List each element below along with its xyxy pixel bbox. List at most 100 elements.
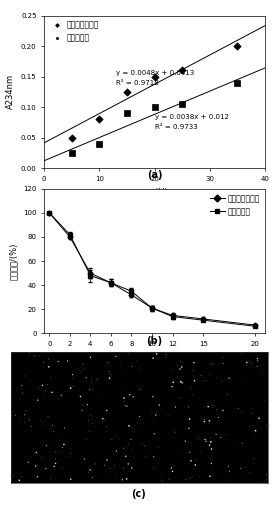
Point bbox=[116, 391, 121, 399]
Point bbox=[13, 393, 17, 402]
Point bbox=[78, 397, 83, 405]
Point bbox=[105, 358, 110, 367]
Point bbox=[126, 460, 131, 468]
Point bbox=[84, 373, 88, 382]
Point bbox=[248, 468, 252, 477]
Point bbox=[154, 408, 158, 416]
Point bbox=[200, 466, 204, 474]
Point bbox=[51, 427, 56, 435]
Point bbox=[132, 427, 136, 435]
Point bbox=[178, 393, 182, 402]
Point bbox=[179, 357, 183, 366]
Point bbox=[70, 148, 74, 157]
Point bbox=[236, 361, 240, 370]
Point bbox=[199, 371, 203, 379]
Point bbox=[173, 429, 178, 437]
Point bbox=[37, 384, 42, 392]
Point bbox=[78, 368, 83, 376]
Point bbox=[120, 382, 124, 390]
Point bbox=[125, 402, 129, 410]
Point bbox=[82, 455, 87, 463]
Point bbox=[152, 72, 157, 81]
Point bbox=[109, 371, 113, 379]
Point bbox=[242, 416, 246, 424]
Point bbox=[252, 454, 256, 463]
Point bbox=[227, 468, 231, 476]
Point bbox=[185, 400, 189, 408]
Point bbox=[53, 448, 58, 456]
Point bbox=[86, 416, 91, 424]
Point bbox=[113, 461, 117, 469]
Point bbox=[17, 476, 22, 484]
Point bbox=[160, 477, 164, 485]
Point bbox=[124, 475, 129, 483]
Point bbox=[172, 427, 177, 435]
Point bbox=[226, 462, 230, 470]
Point bbox=[261, 479, 265, 487]
Point bbox=[12, 478, 16, 486]
Point bbox=[180, 66, 184, 74]
Point bbox=[102, 461, 107, 469]
Point bbox=[53, 455, 58, 463]
Point bbox=[235, 376, 239, 385]
Point bbox=[49, 367, 54, 375]
Text: (a): (a) bbox=[147, 171, 162, 180]
Point bbox=[202, 418, 207, 426]
Point bbox=[255, 447, 259, 455]
Point bbox=[263, 479, 267, 488]
Point bbox=[35, 473, 39, 481]
Point bbox=[97, 115, 102, 124]
Point bbox=[200, 377, 205, 386]
Point bbox=[177, 377, 182, 385]
Y-axis label: 相对活力/(%): 相对活力/(%) bbox=[9, 242, 17, 280]
Point bbox=[209, 445, 214, 453]
Point bbox=[22, 418, 26, 426]
Point bbox=[87, 386, 92, 394]
Point bbox=[90, 419, 95, 428]
Point bbox=[170, 467, 175, 476]
Point bbox=[121, 402, 126, 410]
Point bbox=[62, 387, 67, 396]
Point bbox=[107, 367, 112, 375]
Point bbox=[16, 442, 21, 450]
Point bbox=[124, 452, 128, 461]
Point bbox=[61, 465, 65, 473]
Point bbox=[172, 462, 176, 470]
Point bbox=[23, 372, 28, 380]
Point bbox=[209, 360, 214, 369]
Point bbox=[221, 360, 225, 368]
Point bbox=[85, 401, 90, 409]
Point bbox=[238, 464, 243, 473]
Point bbox=[153, 411, 158, 419]
Point bbox=[210, 401, 214, 409]
Point bbox=[189, 442, 193, 450]
Point bbox=[12, 472, 16, 480]
Point bbox=[180, 406, 184, 415]
Point bbox=[23, 406, 28, 414]
Point bbox=[53, 459, 58, 467]
Point bbox=[65, 452, 69, 461]
Point bbox=[119, 359, 123, 367]
Point bbox=[46, 381, 50, 389]
Point bbox=[191, 391, 195, 399]
Point bbox=[82, 365, 86, 373]
Point bbox=[152, 103, 157, 111]
Point bbox=[180, 100, 184, 108]
Point bbox=[192, 376, 197, 385]
Point bbox=[19, 473, 23, 481]
Point bbox=[265, 421, 270, 430]
Point bbox=[50, 388, 54, 397]
Point bbox=[249, 409, 254, 417]
Point bbox=[176, 373, 180, 381]
Text: (b): (b) bbox=[147, 336, 163, 346]
Point bbox=[90, 473, 94, 481]
Point bbox=[120, 476, 124, 484]
Point bbox=[121, 444, 126, 452]
Point bbox=[88, 466, 92, 474]
Point bbox=[245, 459, 250, 467]
Point bbox=[209, 465, 214, 474]
Point bbox=[89, 411, 93, 419]
Point bbox=[27, 348, 32, 356]
Point bbox=[122, 394, 126, 402]
Point bbox=[33, 462, 38, 470]
